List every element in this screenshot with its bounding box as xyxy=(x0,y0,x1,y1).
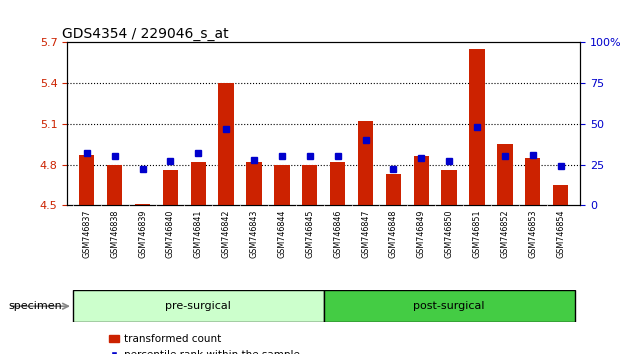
Text: GSM746854: GSM746854 xyxy=(556,210,565,258)
Bar xyxy=(163,170,178,205)
Bar xyxy=(386,174,401,205)
Bar xyxy=(497,144,513,205)
Text: post-surgical: post-surgical xyxy=(413,301,485,311)
Text: GSM746840: GSM746840 xyxy=(166,210,175,258)
Bar xyxy=(358,121,373,205)
Bar xyxy=(135,204,150,205)
Text: GSM746849: GSM746849 xyxy=(417,210,426,258)
Text: specimen: specimen xyxy=(8,301,62,311)
Bar xyxy=(302,165,317,205)
Text: GSM746846: GSM746846 xyxy=(333,210,342,258)
Text: GSM746852: GSM746852 xyxy=(501,210,510,258)
Bar xyxy=(324,290,574,322)
Text: GSM746843: GSM746843 xyxy=(249,210,258,258)
Bar xyxy=(413,156,429,205)
Text: GSM746850: GSM746850 xyxy=(445,210,454,258)
Text: GSM746851: GSM746851 xyxy=(472,210,481,258)
Text: GSM746848: GSM746848 xyxy=(389,210,398,258)
Text: GSM746844: GSM746844 xyxy=(278,210,287,258)
Bar xyxy=(107,165,122,205)
Bar xyxy=(553,185,569,205)
Bar xyxy=(525,158,540,205)
Bar xyxy=(79,155,94,205)
Bar xyxy=(442,170,457,205)
Text: GSM746838: GSM746838 xyxy=(110,210,119,258)
Text: GSM746853: GSM746853 xyxy=(528,210,537,258)
Bar xyxy=(469,49,485,205)
Bar xyxy=(219,83,234,205)
Bar xyxy=(73,290,324,322)
Text: GSM746847: GSM746847 xyxy=(361,210,370,258)
Legend: transformed count, percentile rank within the sample: transformed count, percentile rank withi… xyxy=(104,330,304,354)
Text: GDS4354 / 229046_s_at: GDS4354 / 229046_s_at xyxy=(62,28,229,41)
Bar xyxy=(190,162,206,205)
Text: GSM746845: GSM746845 xyxy=(305,210,314,258)
Text: pre-surgical: pre-surgical xyxy=(165,301,231,311)
Text: GSM746841: GSM746841 xyxy=(194,210,203,258)
Text: GSM746837: GSM746837 xyxy=(82,210,91,258)
Bar xyxy=(274,165,290,205)
Bar xyxy=(330,162,345,205)
Text: GSM746842: GSM746842 xyxy=(222,210,231,258)
Bar xyxy=(246,162,262,205)
Text: GSM746839: GSM746839 xyxy=(138,210,147,258)
